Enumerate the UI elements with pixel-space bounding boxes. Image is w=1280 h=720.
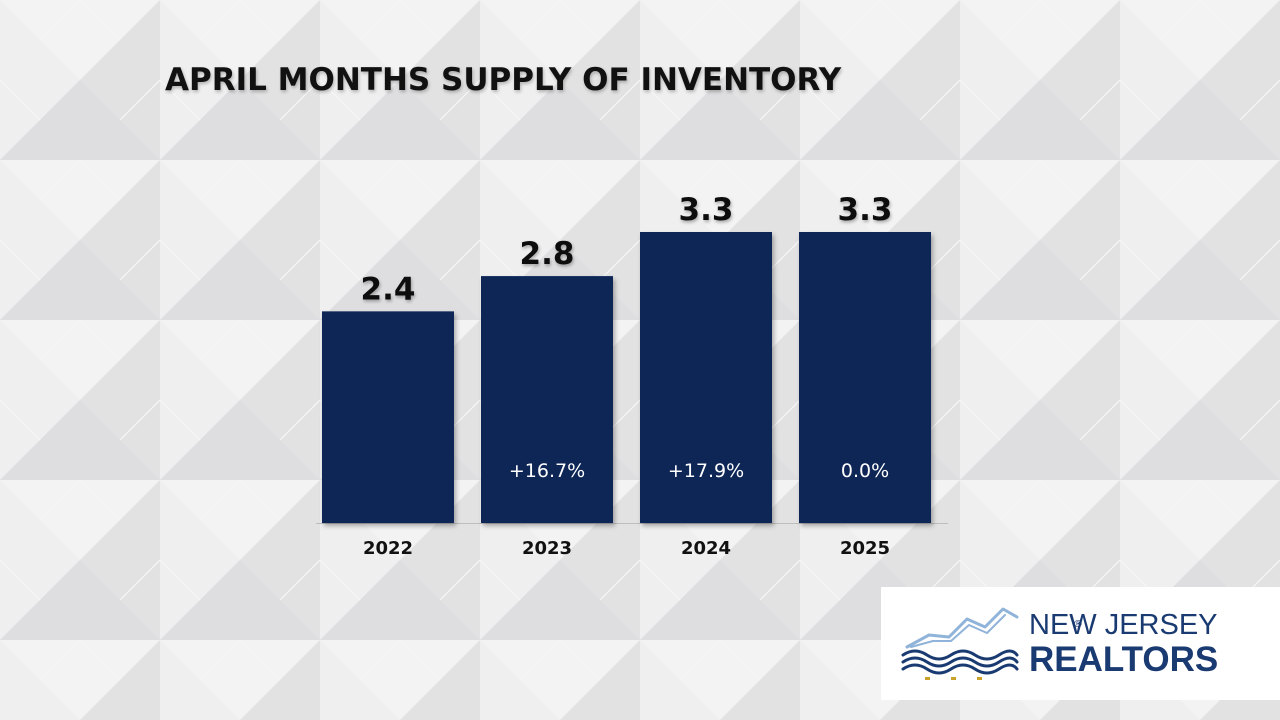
value-label-2023: 2.8 (520, 236, 575, 272)
tick-label-2022: 2022 (363, 538, 413, 559)
change-label-2025: 0.0% (841, 460, 889, 482)
value-label-2025: 3.3 (838, 192, 893, 228)
bar-2023 (481, 276, 613, 523)
registered-mark: ® (1073, 619, 1083, 630)
value-label-2022: 2.4 (361, 271, 416, 307)
bar-chart: 2.4 2022 2.8 +16.7% 2023 3.3 +17.9% 2024 3.3 0.0%… (316, 192, 948, 559)
skyline-waves-icon (901, 607, 1019, 680)
logo-line2: REALTORS (1029, 640, 1219, 679)
tick-label-2023: 2023 (522, 538, 572, 559)
chart-title: APRIL MONTHS SUPPLY OF INVENTORY (165, 62, 842, 98)
bar-2025 (799, 232, 931, 523)
logo: NEW JERSEY REALTORS ® (881, 587, 1280, 700)
tick-label-2025: 2025 (840, 538, 890, 559)
change-label-2024: +17.9% (668, 460, 744, 482)
logo-line1: NEW JERSEY (1029, 609, 1218, 641)
value-label-2024: 3.3 (679, 192, 734, 228)
bar-2022 (322, 311, 454, 523)
change-label-2023: +16.7% (509, 460, 585, 482)
tick-label-2024: 2024 (681, 538, 731, 559)
bar-2024 (640, 232, 772, 523)
